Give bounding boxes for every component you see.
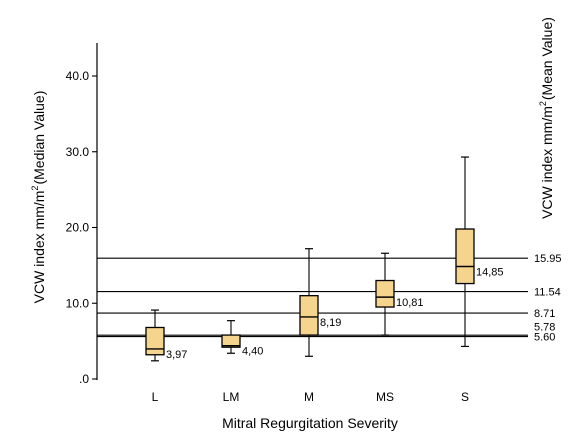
box-group-s: 14,85 [455, 156, 504, 348]
median-label: 8,19 [320, 317, 341, 329]
x-axis-ticks: L LM M MS S [152, 390, 469, 404]
box-group-m: 8,19 [299, 248, 341, 357]
y-tick-label: 40.0 [66, 69, 90, 83]
box-group-lm: 4,40 [221, 320, 263, 358]
box-plots: 3,97 4,40 8,19 10,81 14,85 [145, 156, 504, 362]
x-tick-label: MS [376, 390, 394, 404]
median-label: 4,40 [242, 346, 263, 358]
x-tick-label: L [152, 390, 159, 404]
box-group-ms: 10,81 [375, 252, 424, 336]
x-tick-label: LM [223, 390, 240, 404]
median-label: 3,97 [166, 349, 187, 361]
reference-line-label: 8.71 [534, 308, 555, 320]
x-axis-title: Mitral Regurgitation Severity [222, 415, 398, 431]
y-axis-title-right-suffix: (Mean Value) [539, 17, 555, 100]
iqr-box [455, 228, 475, 285]
y-axis-title-right: VCW index mm/m2(Mean Value) [538, 17, 555, 219]
y-tick-label: 20.0 [66, 221, 90, 235]
iqr-box [375, 279, 395, 308]
reference-line-label: 11.54 [534, 287, 561, 299]
x-tick-label: M [304, 390, 314, 404]
y-axis-title-left: VCW index mm/m2(Median Value) [30, 91, 47, 304]
y-axis-title-left-suffix: (Median Value) [31, 91, 47, 185]
iqr-box [299, 295, 319, 336]
reference-line-label: 5.78 [534, 322, 555, 334]
iqr-box [145, 326, 165, 356]
y-tick-label: .0 [79, 372, 89, 386]
median-label: 10,81 [396, 297, 424, 309]
reference-line-label: 15.95 [534, 253, 562, 265]
y-axis-title-left-exponent: 2 [30, 186, 40, 191]
median-label: 14,85 [476, 267, 504, 279]
reference-lines: 5.605.78 8.71 11.54 15.95 [97, 253, 562, 344]
x-tick-label: S [461, 390, 469, 404]
y-axis-title-right-exponent: 2 [538, 101, 548, 106]
iqr-box [221, 334, 241, 348]
box-group-l: 3,97 [145, 309, 187, 362]
y-axis-ticks: .0 10.0 20.0 30.0 40.0 [66, 69, 97, 386]
y-axis-title-left-main: VCW index mm/m [31, 191, 47, 304]
reference-line-label: 5.60 [534, 332, 555, 344]
y-tick-label: 30.0 [66, 145, 90, 159]
y-tick-label: 10.0 [66, 296, 90, 310]
y-axis-title-right-main: VCW index mm/m [539, 106, 555, 219]
